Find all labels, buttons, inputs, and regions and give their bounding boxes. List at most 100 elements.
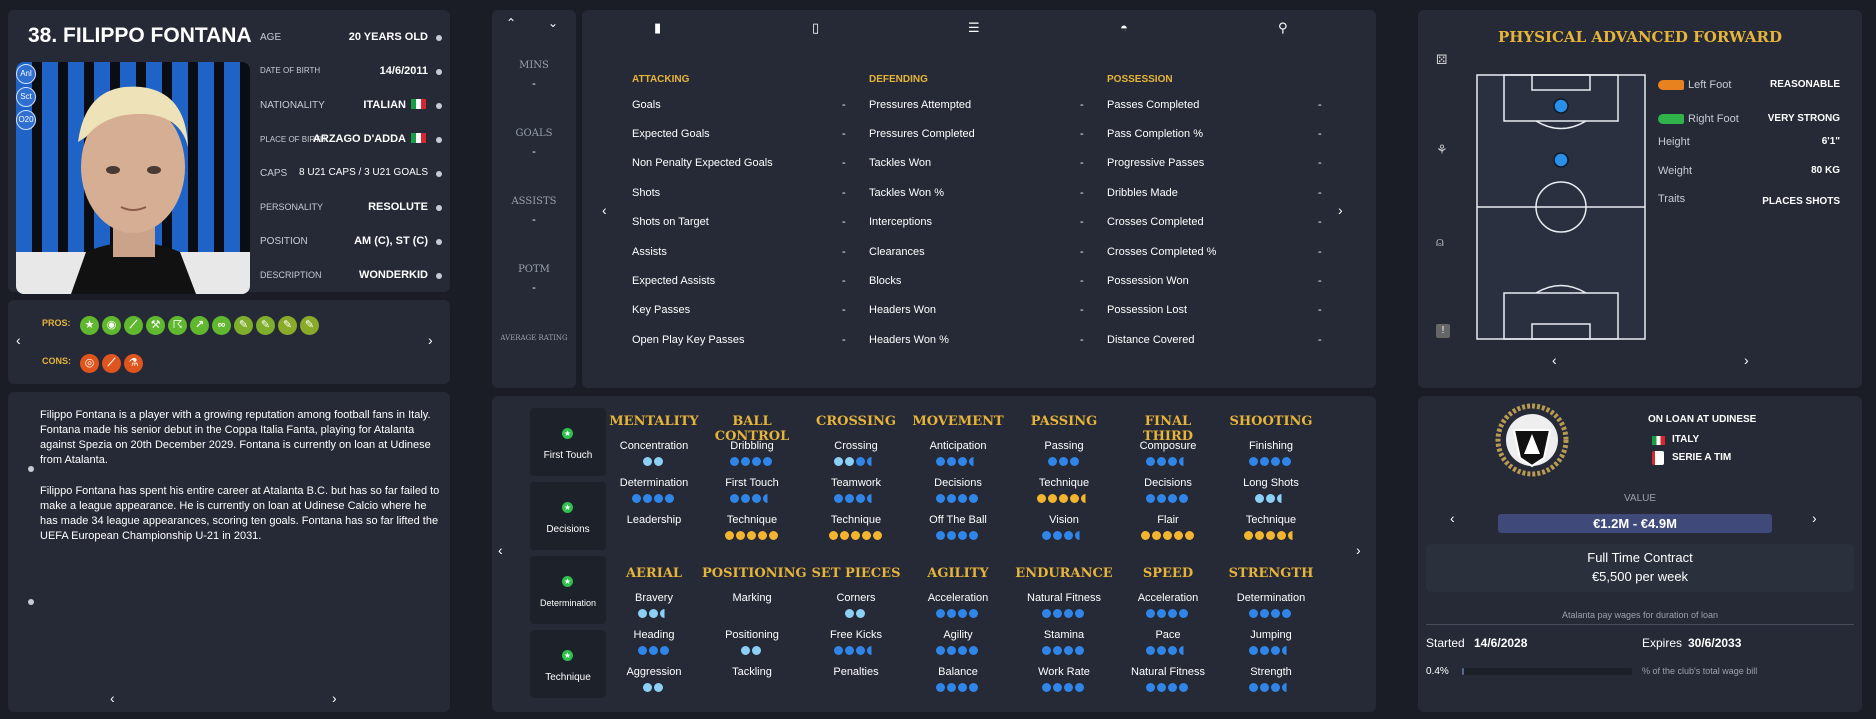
attribute-name: Leadership [626,514,682,526]
rating-dot [1168,609,1177,618]
collapse-down-icon[interactable]: ⌄ [548,16,559,30]
attribute-name: Tackling [732,666,772,678]
summary-mins-label: MINS [519,60,549,71]
key-attr-decisions[interactable]: ★ Decisions [530,482,606,550]
attribute-rating [1118,531,1218,540]
rating-dot [752,494,761,503]
rating-dot [730,457,739,466]
value-prev-arrow[interactable]: ‹ [1450,510,1455,526]
stat-value: - [842,275,846,287]
value-label: VALUE [1623,493,1657,504]
attribute-group-heading: CROSSING [815,414,897,429]
trend-icon[interactable]: ↗ [190,316,209,335]
stat-row: Tackles Won % [869,187,944,199]
target-icon[interactable]: ◎ [80,354,99,373]
attribute-rating [1118,457,1218,466]
rating-dot [648,646,658,655]
key-attr-technique[interactable]: ★ Technique [530,630,606,698]
wrench-icon[interactable]: ⚒ [146,316,165,335]
note-icon[interactable]: ✎ [234,316,253,335]
rating-dot [1168,646,1177,655]
rating-dot [1184,531,1194,540]
handshake-icon[interactable]: ∞ [212,316,231,335]
stat-row: Shots [632,187,661,199]
stat-value: - [1080,304,1084,316]
pros-next-arrow[interactable]: › [428,332,433,348]
field-bullet [436,239,442,245]
weight-label: Weight [1658,165,1693,177]
badge-scout[interactable]: Sct [16,87,36,107]
attribute-rating [1014,494,1114,503]
attribute-group-heading: SHOOTING [1229,414,1313,429]
bio-bullet [28,599,34,605]
cons-label: CONS: [42,356,71,366]
stats-prev-arrow[interactable]: ‹ [602,202,607,218]
rating-dot [741,457,750,466]
field-description: DESCRIPTION WONDERKID [260,260,450,294]
stats-heading: POSSESSION [1107,74,1173,85]
attribute-name: Agility [943,629,973,641]
rating-dot [936,683,945,692]
stats-next-arrow[interactable]: › [1338,202,1343,218]
plant-icon[interactable]: ⚘ [1436,142,1448,157]
pitch-next-arrow[interactable]: › [1744,352,1749,368]
rating-dot [752,457,761,466]
rating-dot [1146,457,1155,466]
key-attributes-list: ★ First Touch ★ Decisions ★ Determinatio… [530,408,606,708]
key-attr-determination[interactable]: ★ Determination [530,556,606,624]
rating-dot [643,457,652,466]
rating-dot [654,494,663,503]
rating-dot [958,494,967,503]
position-marker-st [1553,98,1569,114]
pros-prev-arrow[interactable]: ‹ [16,332,21,348]
stat-row: Passes Completed [1107,99,1200,111]
note-icon[interactable]: ✎ [300,316,319,335]
contract-box: Full Time Contract €5,500 per week [1426,544,1854,592]
brain-icon[interactable]: ◉ [102,316,121,335]
stat-value: - [1318,187,1322,199]
attribute-rating [806,457,906,466]
bar-chart-tab-icon[interactable]: ▮ [654,20,662,35]
badge-analyst[interactable]: Anl [16,64,36,84]
attribute-name: Passing [1044,440,1084,452]
bell-icon[interactable]: ⍝ [1436,234,1444,249]
collapse-up-icon[interactable]: ⌃ [506,16,517,30]
rating-dot [1042,609,1051,618]
alert-icon[interactable]: ! [1436,324,1450,338]
boot-icon[interactable]: ⟋ [102,354,121,373]
left-boot-icon [1658,80,1684,90]
value-next-arrow[interactable]: › [1812,510,1817,526]
runner-icon[interactable]: ☈ [168,316,187,335]
runner-tab-icon[interactable]: ⚲ [1278,20,1288,35]
summary-goals-value: - [532,146,536,158]
attribute-rating [604,609,704,618]
rating-dot [1157,646,1166,655]
rating-dot [958,457,967,466]
attributes-prev-arrow[interactable]: ‹ [498,542,503,558]
rating-dot [834,457,843,466]
note-icon[interactable]: ✎ [278,316,297,335]
bio-next-arrow[interactable]: › [332,690,337,706]
attribute-rating [908,457,1008,466]
key-attr-first-touch[interactable]: ★ First Touch [530,408,606,476]
tactics-icon[interactable]: ⚄ [1436,52,1448,67]
rating-dot [1146,494,1155,503]
rating-dot [1260,683,1269,692]
star-icon[interactable]: ★ [80,316,99,335]
attributes-next-arrow[interactable]: › [1356,542,1361,558]
note-icon[interactable]: ✎ [256,316,275,335]
bio-prev-arrow[interactable]: ‹ [110,690,115,706]
clipboard-tab-icon[interactable]: ▯ [812,20,820,35]
attribute-rating [908,531,1008,540]
stat-row: Clearances [869,246,925,258]
badge-under20[interactable]: O20 [16,110,36,130]
attribute-group-heading: ENDURANCE [1015,566,1113,581]
list-tab-icon[interactable]: ☰ [968,20,980,35]
attribute-rating [1014,531,1114,540]
pitch-prev-arrow[interactable]: ‹ [1552,352,1557,368]
helmet-tab-icon[interactable]: ◓ [1120,20,1128,35]
stat-value: - [842,304,846,316]
boot-icon[interactable]: ⟋ [124,316,143,335]
flask-icon[interactable]: ⚗ [124,354,143,373]
summary-goals-label: GOALS [515,128,553,139]
